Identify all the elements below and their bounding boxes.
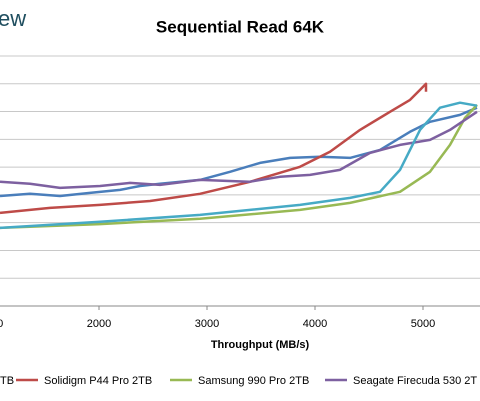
- legend-label: Solidigm P44 Pro 2TB: [44, 375, 152, 387]
- legend-label: Seagate Firecuda 530 2T: [353, 375, 477, 387]
- series-line: [0, 104, 478, 230]
- x-tick-label: 5000: [411, 318, 435, 330]
- legend-label: Samsung 990 Pro 2TB: [198, 375, 309, 387]
- x-tick-label: 3000: [195, 318, 219, 330]
- series-line: [0, 82, 428, 215]
- legend-label: TB: [0, 375, 14, 387]
- chart-title: Sequential Read 64K: [156, 17, 325, 36]
- logo: ew: [0, 6, 26, 31]
- x-tick-label: 2000: [87, 318, 111, 330]
- series-line: [0, 106, 478, 198]
- series-line: [0, 101, 478, 230]
- x-tick-label: 1000: [0, 318, 3, 330]
- x-tick-label: 4000: [303, 318, 327, 330]
- x-axis-label: Throughput (MB/s): [211, 339, 310, 351]
- series-line: [0, 110, 478, 190]
